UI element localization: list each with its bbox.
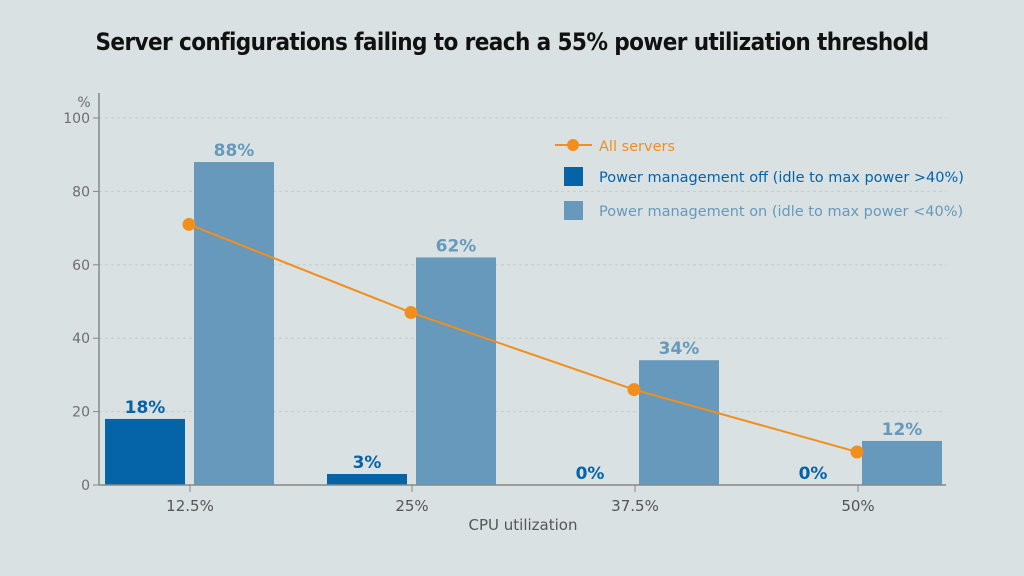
line-all-servers: [188, 223, 858, 453]
x-tick-label: 25%: [395, 497, 428, 515]
y-tick-label: 20: [72, 405, 90, 421]
y-tick-label: 60: [72, 258, 90, 274]
legend-swatch-power-off: [564, 167, 583, 186]
line-point: [182, 217, 196, 231]
y-tick-label: 0: [81, 478, 90, 494]
bar-power-off: [327, 473, 407, 485]
x-axis: 12.5% 25% 37.5% 50% CPU utilization: [99, 484, 946, 534]
bar-label-power-off: 3%: [353, 453, 382, 473]
bar-power-on: [639, 360, 719, 485]
legend-label-power-on: Power management on (idle to max power <…: [599, 204, 963, 220]
bar-power-on: [194, 162, 274, 486]
legend-label-power-off: Power management off (idle to max power …: [599, 170, 964, 186]
chart-title: Server configurations failing to reach a…: [95, 28, 929, 56]
bar-label-power-on: 88%: [214, 141, 255, 161]
line-series: [182, 217, 864, 459]
legend-label-all-servers: All servers: [599, 139, 675, 155]
x-tick-label: 12.5%: [166, 497, 214, 515]
x-tick-label: 37.5%: [611, 497, 659, 515]
line-point: [627, 383, 641, 397]
bar-label-power-on: 62%: [436, 236, 477, 256]
y-tick-label: 80: [72, 184, 90, 200]
line-point: [850, 445, 864, 459]
bar-labels: 18% 88% 3% 62% 0% 34% 0% 12%: [125, 141, 923, 484]
bars: [105, 162, 942, 486]
bar-power-on: [416, 257, 496, 485]
y-tick-label: 40: [72, 331, 90, 347]
x-axis-title: CPU utilization: [469, 516, 578, 534]
bar-power-off: [105, 418, 185, 485]
y-axis: 0 20 40 60 80 100%: [63, 93, 100, 494]
legend-swatch-power-on: [564, 201, 583, 220]
bar-label-power-off: 0%: [576, 464, 605, 484]
legend-line-marker: [567, 139, 579, 151]
bar-label-power-off: 0%: [799, 464, 828, 484]
y-tick-label: 100: [63, 111, 90, 127]
bar-label-power-off: 18%: [125, 398, 166, 418]
y-axis-unit-label: %: [77, 95, 90, 111]
bar-label-power-on: 34%: [659, 339, 700, 359]
line-point: [404, 306, 418, 320]
x-tick-label: 50%: [841, 497, 874, 515]
legend: All servers Power management off (idle to…: [555, 139, 964, 220]
bar-label-power-on: 12%: [882, 420, 923, 440]
bar-power-on: [862, 440, 942, 485]
